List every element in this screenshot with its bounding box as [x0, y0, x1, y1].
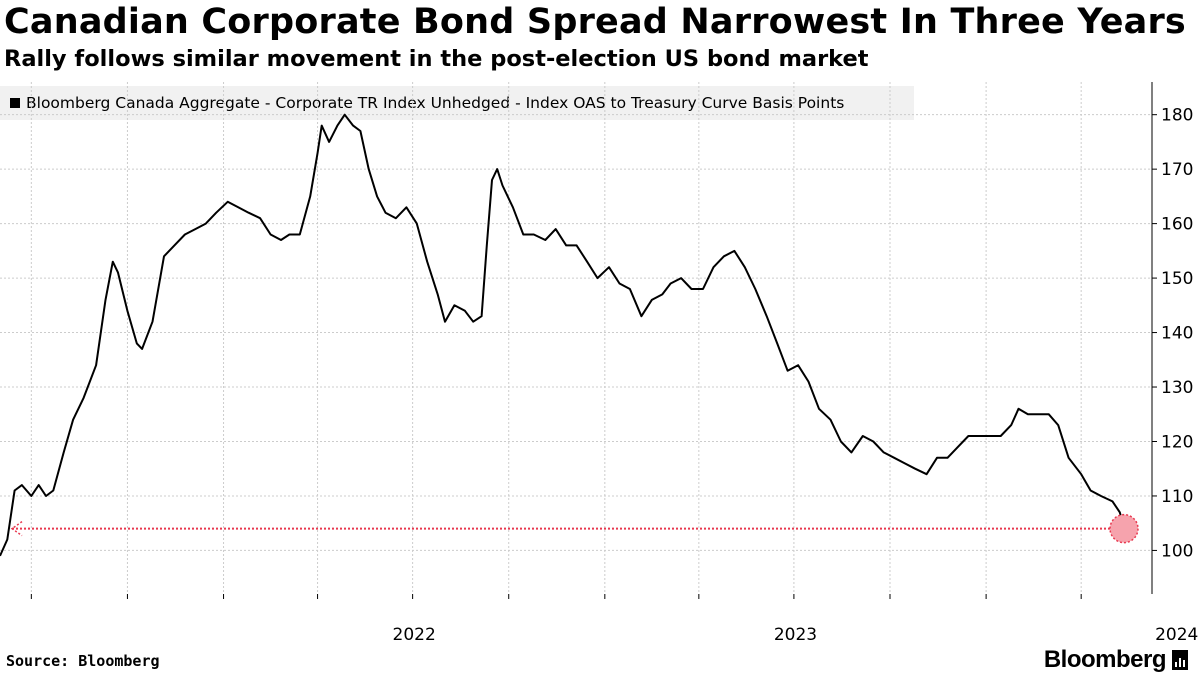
- series-group: [0, 113, 1139, 557]
- axes: [30, 82, 1157, 599]
- y-tick-label: 170: [1161, 160, 1193, 180]
- brand: Bloomberg: [1044, 646, 1188, 674]
- chart-subtitle: Rally follows similar movement in the po…: [4, 46, 869, 72]
- y-tick-label: 130: [1161, 378, 1193, 398]
- y-tick-label: 100: [1161, 541, 1193, 561]
- latest-point-marker: [1109, 513, 1139, 544]
- latest-value-arrow-icon: [10, 521, 23, 537]
- y-tick-label: 160: [1161, 215, 1193, 235]
- y-tick-label: 150: [1161, 269, 1193, 289]
- tick-labels: 100 110 120 130 140 150 160 170 180 2022 2023 2024: [393, 106, 1199, 645]
- chart-title: Canadian Corporate Bond Spread Narrowest…: [4, 2, 1186, 42]
- y-tick-label: 140: [1161, 324, 1193, 344]
- reference-line-group: [10, 521, 1124, 537]
- y-tick-label: 180: [1161, 106, 1193, 126]
- legend-label: Bloomberg Canada Aggregate - Corporate T…: [26, 94, 845, 112]
- bloomberg-logo-icon: [1172, 650, 1188, 670]
- x-tick-label: 2024: [1155, 625, 1198, 645]
- y-tick-label: 120: [1161, 432, 1193, 452]
- y-tick-label: 110: [1161, 487, 1193, 507]
- x-tick-label: 2022: [393, 625, 436, 645]
- grid: [0, 82, 1152, 594]
- legend-swatch: [10, 98, 20, 108]
- series-line: [0, 113, 1125, 557]
- source-note: Source: Bloomberg: [6, 652, 160, 670]
- x-tick-label: 2023: [774, 625, 817, 645]
- brand-name: Bloomberg: [1043, 646, 1167, 673]
